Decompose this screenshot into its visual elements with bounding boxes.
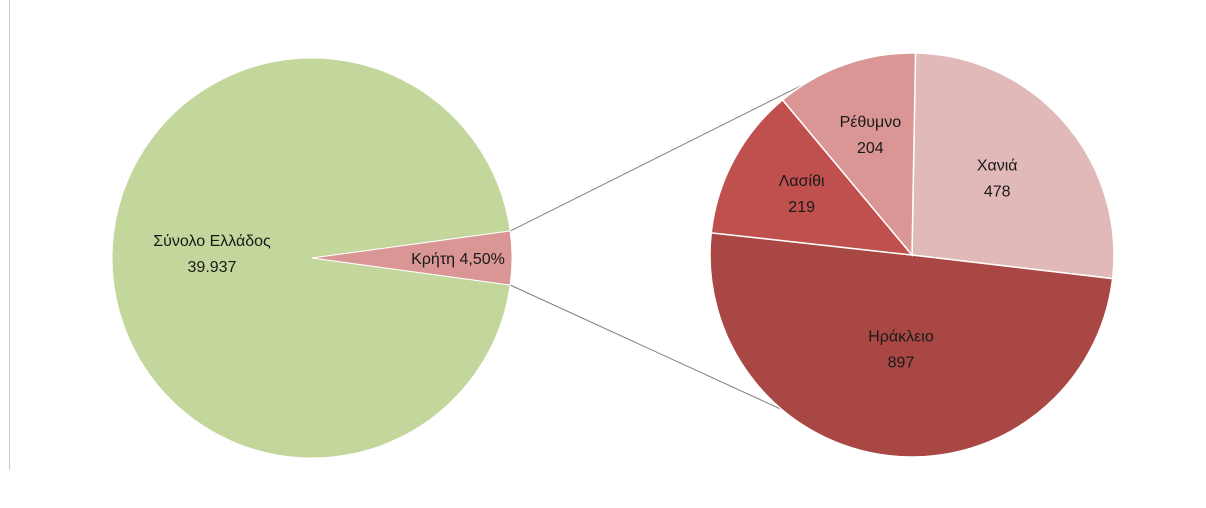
left-border-rule <box>9 0 10 470</box>
label-sub-value-1: 897 <box>888 354 915 371</box>
label-greece-total-value: 39.937 <box>188 259 237 276</box>
main-slice-crete <box>311 230 513 286</box>
label-sub-name-1: Ηράκλειο <box>868 328 934 345</box>
data-labels: Σύνολο Ελλάδος 39.937 Κρήτη 4,50% Χανιά 478 Η… <box>153 114 1017 371</box>
secondary-pie <box>709 52 1115 459</box>
sub-slice-1 <box>709 231 1114 459</box>
sub-slice-2 <box>710 98 914 256</box>
label-sub-name-0: Χανιά <box>977 158 1018 175</box>
connector-line-bottom <box>509 284 783 411</box>
connector-line-top <box>509 65 840 232</box>
main-slice-greece-total <box>111 57 511 459</box>
sub-slice-0 <box>911 52 1115 280</box>
sub-slice-3 <box>781 52 917 258</box>
connector-lines <box>509 65 840 411</box>
label-sub-name-3: Ρέθυμνο <box>840 114 902 131</box>
label-greece-total-name: Σύνολο Ελλάδος <box>153 233 271 250</box>
label-sub-value-2: 219 <box>788 199 815 216</box>
label-sub-value-0: 478 <box>984 184 1011 201</box>
label-sub-name-2: Λασίθι <box>779 173 825 190</box>
label-sub-value-3: 204 <box>857 140 884 157</box>
label-crete-percent: Κρήτη 4,50% <box>411 251 505 268</box>
main-pie <box>111 57 513 459</box>
